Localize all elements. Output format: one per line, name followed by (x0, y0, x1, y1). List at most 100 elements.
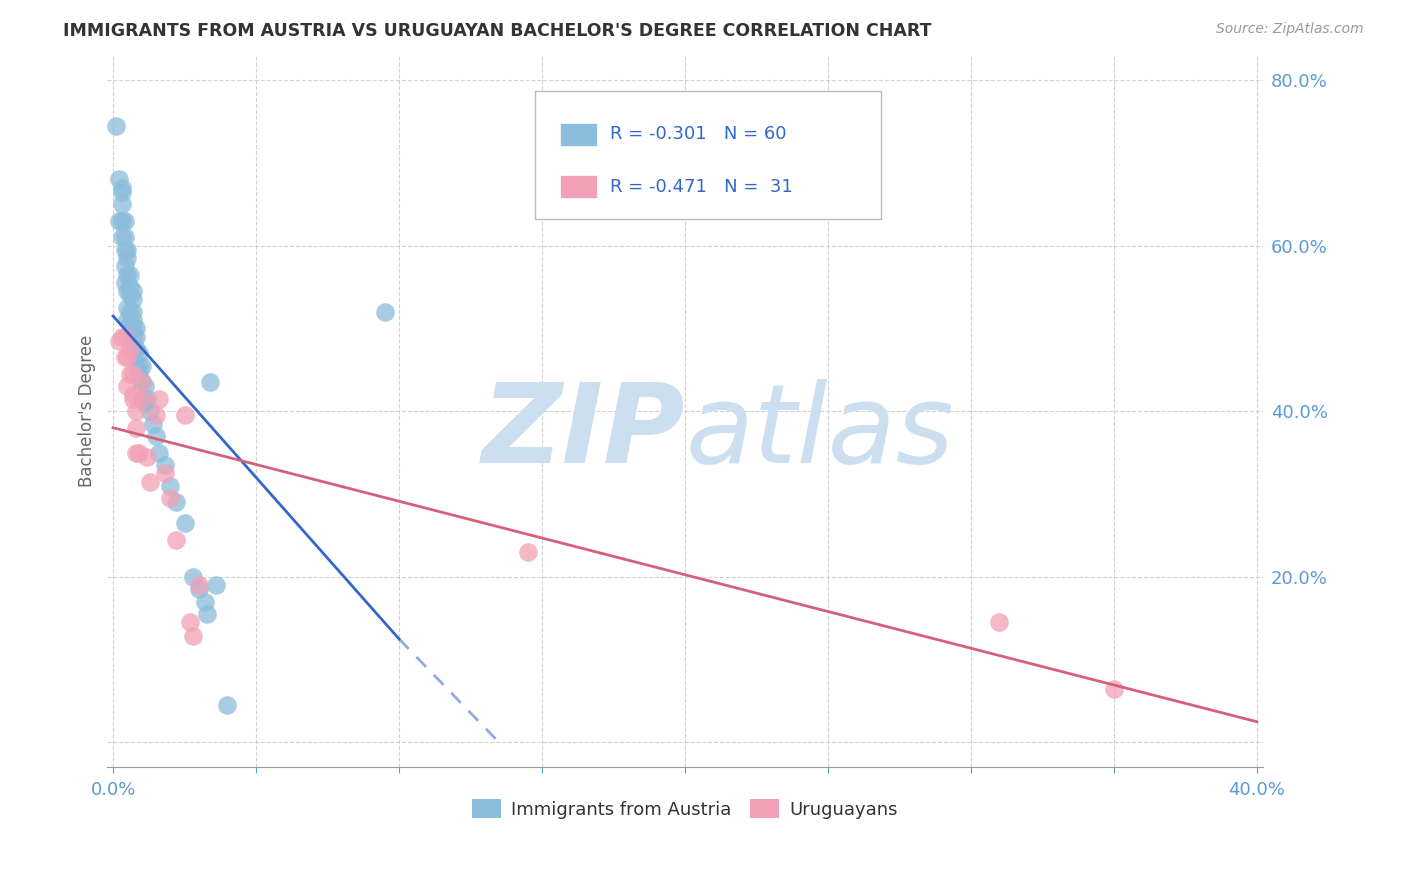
Point (187, 578, 209, 592)
Point (122, 293, 145, 307)
Point (139, 404, 162, 418)
Point (148, 445, 170, 459)
Point (122, 329, 145, 343)
Point (122, 313, 145, 327)
Point (374, 305, 396, 319)
Point (145, 409, 167, 423)
Point (131, 359, 153, 373)
Point (114, 351, 136, 365)
Point (117, 268, 139, 282)
Point (153, 467, 176, 481)
Point (131, 375, 153, 389)
Point (114, 260, 136, 274)
Point (134, 379, 156, 393)
Point (159, 479, 181, 493)
FancyBboxPatch shape (560, 176, 598, 198)
Point (988, 615, 1011, 630)
Point (181, 570, 204, 584)
Point (108, 172, 131, 186)
Point (516, 545, 538, 559)
Point (104, 119, 127, 133)
Point (114, 213, 136, 227)
FancyBboxPatch shape (560, 123, 598, 145)
Point (117, 284, 139, 298)
Point (111, 185, 134, 199)
Point (117, 313, 139, 327)
Point (197, 607, 219, 621)
Text: atlas: atlas (685, 379, 953, 486)
Point (187, 582, 209, 597)
Point (1102, 681, 1125, 696)
Point (120, 305, 142, 319)
Point (217, 698, 239, 713)
FancyBboxPatch shape (534, 91, 882, 219)
Point (114, 230, 136, 244)
Text: R = -0.301   N = 60: R = -0.301 N = 60 (610, 126, 786, 144)
Point (117, 351, 139, 365)
Point (194, 594, 217, 608)
Point (111, 230, 134, 244)
Point (165, 495, 187, 509)
Point (108, 334, 131, 348)
Point (125, 359, 148, 373)
Point (179, 615, 201, 630)
Point (153, 458, 176, 472)
Point (125, 321, 148, 335)
Point (181, 629, 204, 643)
Point (125, 329, 148, 343)
Point (205, 578, 228, 592)
Text: R = -0.471   N =  31: R = -0.471 N = 31 (610, 178, 793, 195)
Point (148, 392, 170, 406)
Point (131, 375, 153, 389)
Point (165, 533, 187, 547)
Point (142, 417, 165, 431)
Point (120, 318, 142, 332)
Point (125, 342, 148, 356)
Point (145, 429, 167, 443)
Point (131, 392, 153, 406)
Point (122, 305, 145, 319)
Text: ZIP: ZIP (481, 379, 685, 486)
Point (111, 197, 134, 211)
Point (120, 268, 142, 282)
Point (117, 301, 139, 315)
Point (117, 379, 139, 393)
Point (122, 392, 145, 406)
Point (122, 367, 145, 381)
Point (120, 342, 142, 356)
Point (122, 321, 145, 335)
Point (125, 404, 148, 418)
Point (125, 445, 148, 459)
Point (159, 491, 181, 505)
Point (117, 251, 139, 265)
Point (122, 342, 145, 356)
Point (200, 375, 222, 389)
Point (111, 213, 134, 227)
Point (122, 387, 145, 401)
Point (136, 392, 159, 406)
Point (120, 280, 142, 294)
Point (117, 243, 139, 257)
Point (128, 346, 150, 360)
Point (114, 243, 136, 257)
Y-axis label: Bachelor's Degree: Bachelor's Degree (79, 335, 96, 487)
Point (111, 180, 134, 194)
Legend: Immigrants from Austria, Uruguayans: Immigrants from Austria, Uruguayans (464, 792, 905, 826)
Point (128, 367, 150, 381)
Point (139, 475, 162, 489)
Point (114, 329, 136, 343)
Point (128, 445, 150, 459)
Point (173, 409, 195, 423)
Point (108, 213, 131, 227)
Point (114, 276, 136, 290)
Text: IMMIGRANTS FROM AUSTRIA VS URUGUAYAN BACHELOR'S DEGREE CORRELATION CHART: IMMIGRANTS FROM AUSTRIA VS URUGUAYAN BAC… (63, 22, 932, 40)
Point (111, 329, 134, 343)
Point (128, 359, 150, 373)
Point (125, 421, 148, 435)
Point (173, 516, 195, 530)
Point (134, 396, 156, 410)
Point (136, 450, 159, 464)
Text: Source: ZipAtlas.com: Source: ZipAtlas.com (1216, 22, 1364, 37)
Point (120, 288, 142, 302)
Point (131, 392, 153, 406)
